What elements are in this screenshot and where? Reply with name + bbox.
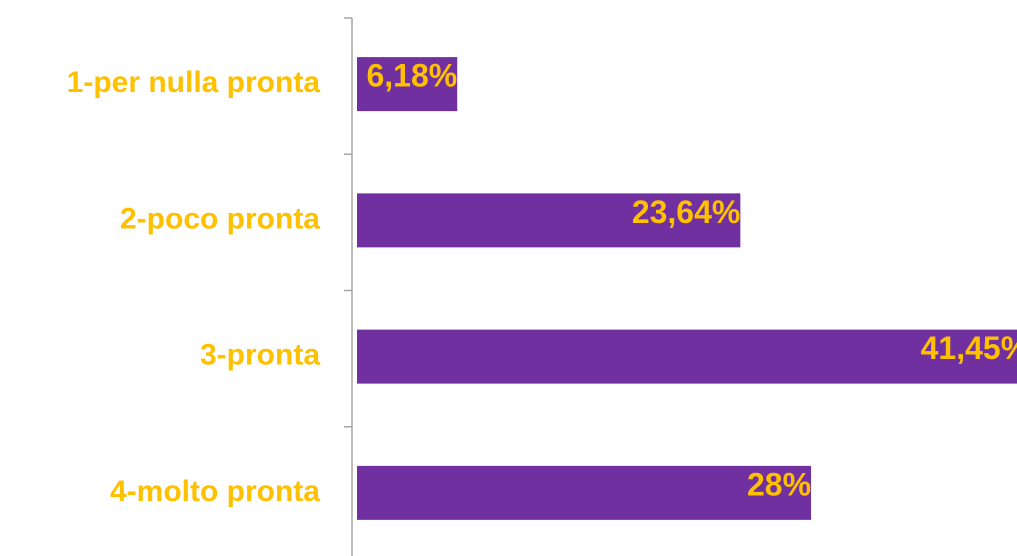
bar <box>357 329 1017 384</box>
category-label: 3-pronta <box>200 339 320 372</box>
value-label: 41,45% <box>921 330 1017 366</box>
category-label: 1-per nulla pronta <box>67 66 321 99</box>
category-label: 2-poco pronta <box>120 202 320 235</box>
bar <box>357 465 812 520</box>
bar <box>357 57 458 112</box>
bar <box>357 193 741 248</box>
category-label: 4-molto pronta <box>110 475 320 508</box>
value-label: 6,18% <box>366 58 457 94</box>
value-label: 28% <box>747 466 811 502</box>
value-label: 23,64% <box>632 194 741 230</box>
